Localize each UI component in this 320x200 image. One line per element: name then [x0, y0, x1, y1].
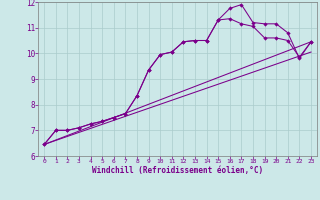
X-axis label: Windchill (Refroidissement éolien,°C): Windchill (Refroidissement éolien,°C) — [92, 166, 263, 175]
